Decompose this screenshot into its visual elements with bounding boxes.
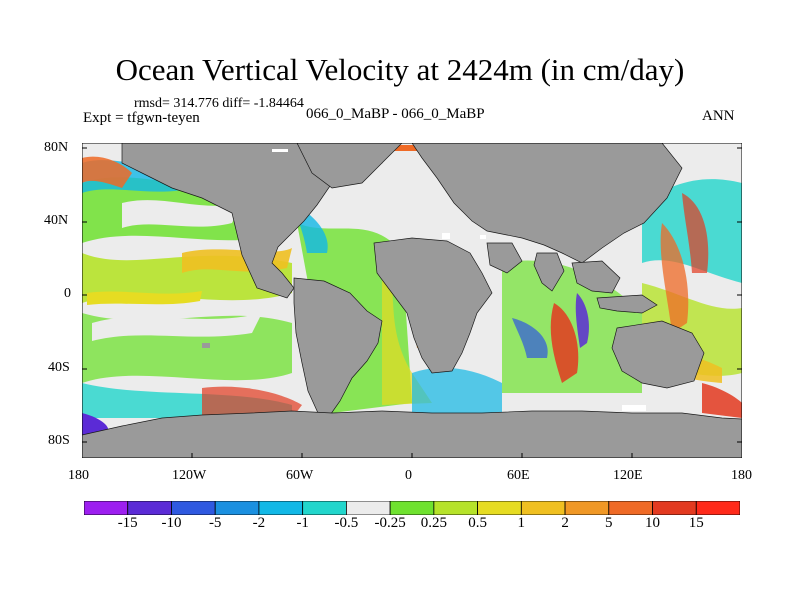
plot-title: Ocean Vertical Velocity at 2424m (in cm/… [115, 52, 685, 87]
colorbar-label: -15 [117, 515, 138, 531]
colorbar-swatch [433, 501, 478, 515]
lat-tick-80s: 80S [48, 433, 70, 448]
india [533, 252, 565, 292]
colorbar-label: 0.5 [468, 515, 487, 531]
colorbar-label: -0.25 [374, 515, 406, 531]
colorbar-label: 0.25 [420, 515, 448, 531]
ocean-velocity-map [82, 143, 742, 458]
colorbar-label: -5 [208, 515, 222, 531]
colorbar [84, 501, 740, 515]
colorbar-label: -2 [252, 515, 266, 531]
colorbar-label: 5 [605, 515, 613, 531]
experiment-label: Expt = tfgwn-teyen [83, 110, 200, 126]
lat-tick-40n: 40N [44, 213, 69, 228]
colorbar-swatch [302, 501, 347, 515]
lon-tick-60w: 60W [286, 468, 314, 483]
colorbar-swatch [127, 501, 172, 515]
colorbar-swatch [695, 501, 740, 515]
case-label: 066_0_MaBP - 066_0_MaBP [306, 106, 485, 122]
missing-data-patches [202, 149, 646, 411]
lon-tick-60e: 60E [507, 468, 530, 483]
colorbar-label: -10 [161, 515, 182, 531]
lat-tick-0: 0 [64, 286, 71, 301]
colorbar-label: 1 [517, 515, 526, 531]
arabia [486, 242, 523, 274]
colorbar-label: -1 [296, 515, 309, 531]
greenland [296, 143, 403, 189]
lon-tick-0: 0 [405, 468, 412, 483]
colorbar-swatch [214, 501, 260, 515]
colorbar-label: 10 [645, 515, 660, 531]
colorbar-swatch [389, 501, 435, 515]
maritime-continent [596, 294, 658, 314]
southeast-asia [571, 260, 621, 294]
colorbar-swatch [171, 501, 216, 515]
colorbar-label: 2 [561, 515, 569, 531]
season-label: ANN [702, 108, 735, 124]
colorbar-swatch [477, 501, 522, 515]
land-masses [82, 143, 742, 458]
antarctica [82, 410, 742, 458]
colorbar-swatch [608, 501, 653, 515]
lon-tick-120w: 120W [172, 468, 207, 483]
colorbar-swatch [520, 501, 566, 515]
lon-tick-120e: 120E [613, 468, 643, 483]
colorbar-swatch [652, 501, 697, 515]
colorbar-swatch [84, 501, 129, 515]
lat-tick-40s: 40S [48, 360, 70, 375]
lon-tick-180e: 180 [731, 468, 752, 483]
south-america [293, 277, 383, 419]
africa [373, 237, 493, 374]
australia [611, 320, 705, 389]
colorbar-label: 15 [688, 515, 704, 531]
eurasia [411, 143, 683, 264]
colorbar-label: -0.5 [334, 515, 359, 531]
map-ticks [82, 147, 742, 458]
lat-tick-80n: 80N [44, 140, 69, 155]
stats-label: rmsd= 314.776 diff= -1.84464 [134, 96, 304, 111]
colorbar-swatch [564, 501, 610, 515]
colorbar-swatch [258, 501, 304, 515]
lon-tick-180w: 180 [68, 468, 89, 483]
colorbar-swatch [345, 501, 391, 515]
